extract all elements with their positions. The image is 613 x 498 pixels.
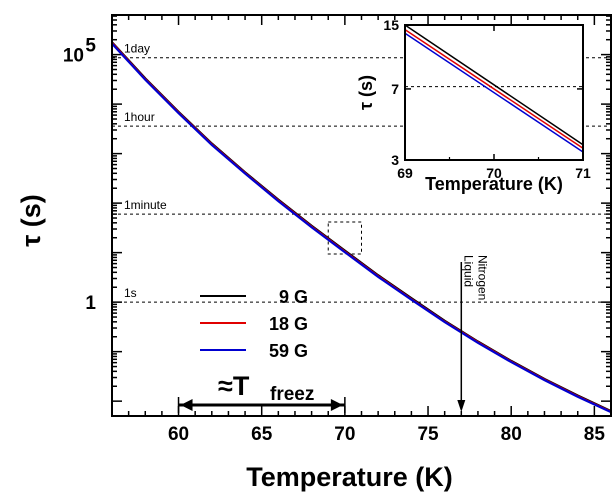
inset-x-tick-label: 71 xyxy=(575,165,591,181)
inset-y-axis-title: τ (s) xyxy=(356,75,376,110)
tfreez-arrowhead-left xyxy=(180,399,193,411)
x-tick-label: 80 xyxy=(501,424,522,445)
inset-series-line xyxy=(404,28,584,149)
y-tick-label: 1 xyxy=(85,293,96,314)
series-line-59g xyxy=(111,42,612,414)
nitrogen-label: Nitrogen xyxy=(475,255,489,300)
inset-y-tick-label: 3 xyxy=(391,152,399,168)
x-tick-label: 65 xyxy=(251,424,273,445)
inset-y-tick-label: 7 xyxy=(391,81,399,97)
inset-x-tick-label: 70 xyxy=(486,165,502,181)
inset-series-line xyxy=(404,32,584,153)
zoom-box xyxy=(327,221,363,255)
tfreez-arrowhead-right xyxy=(330,399,343,411)
reference-line-label: 1hour xyxy=(124,110,155,124)
inset-series-line xyxy=(404,24,584,146)
reference-line-label: 1minute xyxy=(124,198,167,212)
plot-frame xyxy=(111,14,612,417)
tfreez-label-subscript: freez xyxy=(270,384,314,405)
y-axis-title: τ (s) xyxy=(16,194,46,247)
legend-label: 59 G xyxy=(269,341,308,361)
nitrogen-label: Liquid xyxy=(461,255,475,287)
reference-line-label: 1s xyxy=(124,286,137,300)
x-tick-label: 70 xyxy=(334,424,355,445)
legend-label: 9 G xyxy=(279,287,308,307)
tfreez-label: ≈T xyxy=(218,371,250,401)
inset-x-tick-label: 69 xyxy=(397,165,413,181)
y-tick-label: 10 xyxy=(63,46,84,67)
inset-y-tick-label: 15 xyxy=(383,17,399,33)
x-axis-title: Temperature (K) xyxy=(246,462,453,492)
y-tick-label-exponent: 5 xyxy=(85,36,96,57)
inset-frame xyxy=(404,24,584,161)
reference-line-label: 1day xyxy=(124,42,150,56)
x-tick-label: 75 xyxy=(417,424,439,445)
legend-label: 18 G xyxy=(269,314,308,334)
x-tick-label: 85 xyxy=(584,424,606,445)
x-tick-label: 60 xyxy=(168,424,189,445)
nitrogen-arrowhead xyxy=(457,400,466,412)
inset-x-axis-title: Temperature (K) xyxy=(425,174,563,194)
